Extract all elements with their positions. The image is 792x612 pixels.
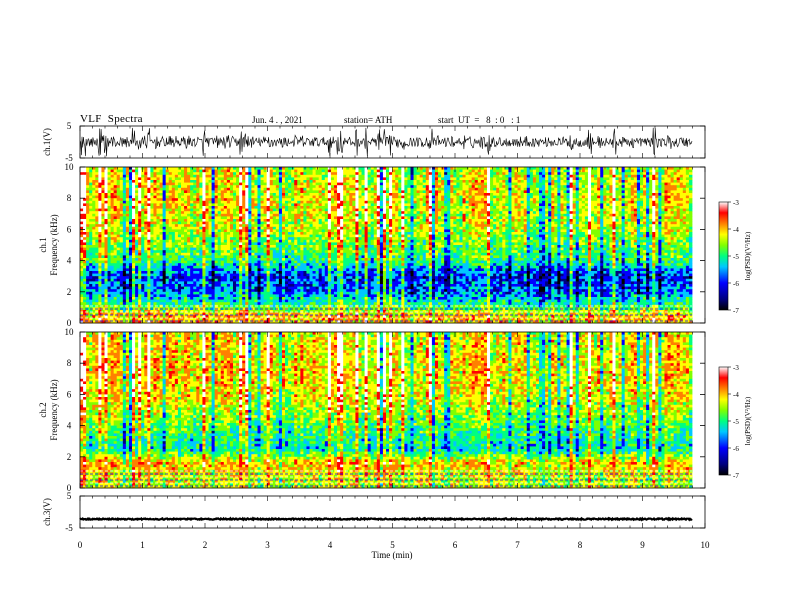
colorbar-tick-label: -7 <box>733 307 739 315</box>
ch2-frequency-axis-label: Frequency (kHz) <box>49 379 59 440</box>
ch2-spec-y-axis-label: ch.2 <box>38 402 48 417</box>
x-tick-label: 3 <box>265 540 270 550</box>
colorbar-tick-label: -6 <box>733 280 739 288</box>
ch1-spectrogram <box>80 167 692 323</box>
y-tick-label: -5 <box>65 523 73 533</box>
chart-svg: 5-5024681002468105-5ch.1(V)ch.1 Frequency… <box>0 0 792 612</box>
y-tick-label: 4 <box>67 421 72 431</box>
colorbar-tick-label: -7 <box>733 472 739 480</box>
y-tick-label: 5 <box>67 491 72 501</box>
y-tick-label: 10 <box>65 327 75 337</box>
x-axis-label: Time (min) <box>372 550 413 560</box>
colorbar-tick-label: -6 <box>733 445 739 453</box>
y-tick-label: 8 <box>67 193 72 203</box>
x-tick-label: 1 <box>140 540 145 550</box>
x-tick-label: 9 <box>640 540 645 550</box>
colorbar-tick-label: -4 <box>733 391 739 399</box>
y-tick-label: 5 <box>67 121 72 131</box>
x-tick-label: 5 <box>390 540 395 550</box>
ch2-spectrogram <box>80 332 692 488</box>
x-tick-label: 0 <box>78 540 83 550</box>
ch1-waveform-line <box>80 128 692 156</box>
colorbar-tick-label: -5 <box>733 418 739 426</box>
colorbar-label: log(PSD)(V²/Hz) <box>744 231 752 280</box>
y-tick-label: 2 <box>67 452 72 462</box>
colorbar-tick-label: -3 <box>733 364 739 372</box>
y-tick-label: 10 <box>65 162 75 172</box>
y-tick-label: 6 <box>67 224 72 234</box>
colorbar-tick-label: -5 <box>733 253 739 261</box>
x-tick-label: 7 <box>515 540 520 550</box>
colorbar <box>719 202 728 310</box>
x-tick-label: 10 <box>701 540 711 550</box>
ch1-spec-y-axis-label: ch.1 <box>38 237 48 252</box>
y-tick-label: 2 <box>67 287 72 297</box>
colorbar-tick-label: -4 <box>733 226 739 234</box>
ch1-frequency-axis-label: Frequency (kHz) <box>49 214 59 275</box>
y-tick-label: 8 <box>67 358 72 368</box>
x-tick-label: 6 <box>453 540 458 550</box>
colorbar <box>719 367 728 475</box>
x-tick-label: 4 <box>328 540 333 550</box>
y-tick-label: 4 <box>67 256 72 266</box>
ch3-waveform-line <box>80 518 692 519</box>
x-tick-label: 8 <box>578 540 583 550</box>
x-tick-label: 2 <box>203 540 208 550</box>
y-tick-label: 6 <box>67 389 72 399</box>
colorbar-tick-label: -3 <box>733 199 739 207</box>
ch3-y-axis-label: ch.3(V) <box>42 498 52 526</box>
colorbar-label: log(PSD)(V²/Hz) <box>744 396 752 445</box>
ch1-y-axis-label: ch.1(V) <box>42 128 52 156</box>
vlf-spectra-figure: VLF Spectra Jun. 4 . , 2021 station= ATH… <box>0 0 792 612</box>
